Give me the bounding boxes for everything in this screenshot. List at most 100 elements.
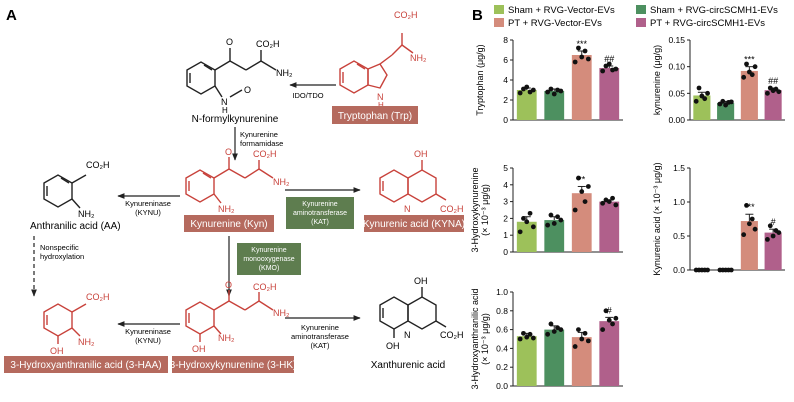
data-point xyxy=(741,232,747,238)
trp-h: H xyxy=(378,101,384,110)
data-point xyxy=(776,230,782,236)
legend: Sham + RVG-Vector-EVs PT + RVG-Vector-EV… xyxy=(494,5,778,29)
y-tick-label: 1.5 xyxy=(673,163,685,173)
kynu1-label-2: (KYNU) xyxy=(135,208,161,217)
chart-1: 0.00 0.05 0.10 0.15 kynurenine (μg/g) *** ## xyxy=(652,35,785,125)
data-point xyxy=(728,267,734,273)
data-point xyxy=(530,87,536,93)
legend-label-2: PT + RVG-Vector-EVs xyxy=(508,18,602,29)
significance-label: ## xyxy=(768,76,778,86)
data-point xyxy=(579,336,585,342)
panel-b: B Sham + RVG-Vector-EVs PT + RVG-Vector-… xyxy=(470,5,785,391)
legend-label-1: Sham + RVG-circSCMH1-EVs xyxy=(650,5,778,16)
kmo-label-1: Kynurenine xyxy=(251,247,287,254)
data-point xyxy=(610,321,615,327)
significance-label: *** xyxy=(744,202,755,212)
kat1-box xyxy=(286,197,354,229)
y-tick-label: 8 xyxy=(503,35,508,45)
data-point xyxy=(585,338,591,344)
trp-nh2: NH₂ xyxy=(410,53,427,63)
y-tick-label: 6 xyxy=(503,55,508,65)
bar xyxy=(764,90,782,120)
hk-nh2-ring: NH₂ xyxy=(218,333,235,343)
data-point xyxy=(517,90,523,96)
kyna-oh: OH xyxy=(414,149,428,159)
data-point xyxy=(600,327,606,332)
bar xyxy=(571,337,592,386)
data-point xyxy=(548,86,554,92)
xa-oh-bottom: OH xyxy=(386,341,400,351)
y-tick-label: 0.15 xyxy=(668,35,685,45)
data-point xyxy=(530,224,536,230)
trp-label-box xyxy=(332,106,418,124)
data-point xyxy=(555,214,560,220)
kyna-structure xyxy=(379,160,447,203)
kat1-label-2: aminotransferase xyxy=(293,210,347,217)
kat2-label-3: (KAT) xyxy=(310,341,330,350)
hk-nh2: NH₂ xyxy=(273,308,290,318)
data-point xyxy=(582,330,588,336)
xa-n: N xyxy=(404,330,411,340)
nonspec-label-1: Nonspecific xyxy=(40,243,79,252)
y-tick-label: 0.6 xyxy=(496,325,508,335)
data-point xyxy=(579,189,585,194)
legend-label-3: PT + RVG-circSCMH1-EVs xyxy=(650,18,765,29)
bar xyxy=(764,232,782,270)
data-point xyxy=(720,98,726,104)
chart-3: 0.0 0.5 1.0 1.5 Kynurenic acid (× 10⁻³ μg/g)… xyxy=(652,162,785,276)
y-tick-label: 0.4 xyxy=(496,343,508,353)
y-tick-label: 4 xyxy=(503,75,508,85)
y-tick-label: 0.8 xyxy=(496,306,508,316)
data-point xyxy=(527,210,533,216)
data-point xyxy=(521,330,526,336)
data-point xyxy=(558,217,564,223)
y-tick-label: 0.0 xyxy=(673,265,685,275)
kyn-nh2-ring: NH₂ xyxy=(218,204,235,214)
data-point xyxy=(545,222,551,228)
nfk-o: O xyxy=(226,37,233,47)
aa-label: Anthranilic acid (AA) xyxy=(30,221,121,232)
significance-label: *** xyxy=(744,55,755,65)
bar xyxy=(544,329,565,386)
data-point xyxy=(752,64,758,70)
data-point xyxy=(551,329,557,334)
tryptophan-structure xyxy=(339,33,414,94)
data-point xyxy=(551,221,557,226)
significance-label: ## xyxy=(604,54,614,64)
haa-co2h: CO₂H xyxy=(86,292,110,302)
xa-label: Xanthurenic acid xyxy=(371,360,446,371)
kyn-structure xyxy=(185,157,274,204)
aa-nh2: NH₂ xyxy=(78,209,95,219)
hk-label-box xyxy=(172,356,294,373)
data-point xyxy=(576,327,581,332)
data-point xyxy=(545,331,551,337)
data-point xyxy=(696,85,702,91)
haa-oh: OH xyxy=(50,346,64,356)
y-axis-label: 3-Hydroxyanthranilic acid xyxy=(470,288,480,389)
bar xyxy=(544,91,565,120)
y-tick-label: 2 xyxy=(503,95,508,105)
panel-a-letter: A xyxy=(6,7,17,24)
nfk-n: N xyxy=(221,97,228,107)
kyn-label-box xyxy=(184,215,274,232)
nfk-nh2: NH₂ xyxy=(276,68,293,78)
hk-oh: OH xyxy=(192,344,206,354)
data-point xyxy=(606,61,612,67)
y-tick-label: 0.00 xyxy=(668,115,685,125)
trp-label: Tryptophan (Trp) xyxy=(338,111,412,122)
data-point xyxy=(741,74,747,80)
data-point xyxy=(770,233,776,239)
ido-label: IDO/TDO xyxy=(292,91,323,100)
y-tick-label: 0.2 xyxy=(496,362,508,372)
y-axis-label: 3-Hydroxykynurenine xyxy=(470,167,480,252)
data-point xyxy=(572,344,578,349)
data-point xyxy=(752,226,758,232)
data-point xyxy=(767,223,773,229)
data-point xyxy=(776,89,782,95)
nfk-structure xyxy=(186,48,277,98)
y-tick-label: 0.10 xyxy=(668,62,685,72)
kyn-co2h: CO₂H xyxy=(253,149,277,159)
aa-structure xyxy=(43,174,87,209)
nfk-o2: O xyxy=(244,85,251,95)
